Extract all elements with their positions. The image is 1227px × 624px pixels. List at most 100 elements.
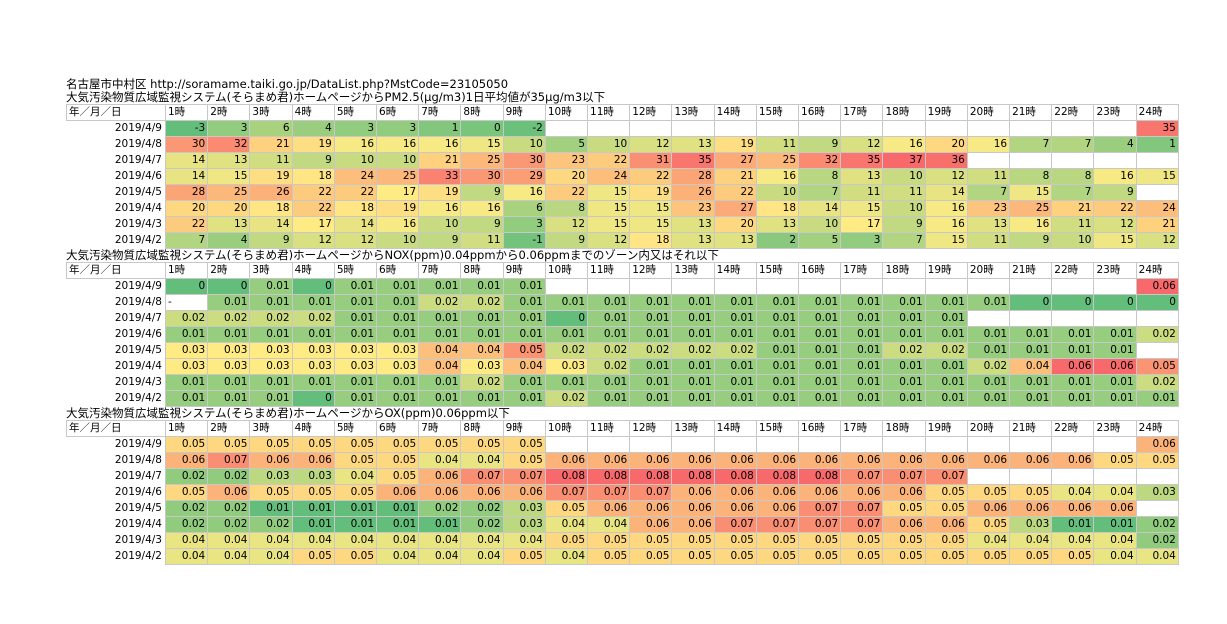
value-cell: 0.01	[1051, 342, 1095, 359]
value-cell	[966, 468, 1011, 485]
value-cell: 0.02	[164, 310, 209, 327]
hour-header: 15時	[755, 104, 800, 121]
value-cell: 0.01	[840, 358, 884, 375]
value-cell: 0.03	[249, 342, 293, 359]
value-cell: 0.02	[460, 516, 504, 533]
value-cell: 0.01	[333, 516, 378, 533]
value-cell: -	[164, 294, 209, 311]
value-cell: 15	[587, 216, 631, 233]
value-cell: 0.01	[1093, 516, 1137, 533]
value-cell: 0.03	[291, 342, 335, 359]
value-cell	[1135, 184, 1179, 201]
hour-header: 16時	[798, 104, 842, 121]
value-cell: 0.01	[418, 390, 462, 407]
value-cell: 0.02	[587, 342, 631, 359]
value-cell: 0.02	[629, 342, 673, 359]
table-row: 2019/4/3 0.04 0.04 0.04 0.04 0.04 0.04 0.04 0.04…	[67, 532, 1179, 549]
value-cell: 0.04	[333, 532, 378, 549]
value-cell	[924, 278, 968, 295]
table-row: 2019/4/4 0.02 0.02 0.02 0.01 0.01 0.01 0.01 0.02…	[67, 516, 1179, 533]
value-cell: 0.04	[460, 452, 504, 469]
value-cell: 0.01	[1009, 326, 1053, 343]
value-cell: 0.02	[164, 500, 209, 517]
value-cell: 15	[460, 136, 504, 153]
value-cell: 11	[882, 184, 926, 201]
value-cell	[755, 436, 800, 453]
value-cell: 0.01	[502, 294, 546, 311]
value-cell: 15	[587, 184, 631, 201]
hour-header: 16時	[798, 420, 842, 437]
value-cell: 0.01	[544, 294, 589, 311]
value-cell: 0.05	[460, 436, 504, 453]
value-cell: 3	[376, 120, 420, 137]
date-cell: 2019/4/7	[114, 470, 162, 482]
value-cell: 0.06	[164, 452, 209, 469]
value-cell	[798, 436, 842, 453]
value-cell: 3	[207, 120, 251, 137]
value-cell: 5	[798, 232, 842, 249]
value-cell: 0.06	[629, 452, 673, 469]
value-cell: 14	[924, 184, 968, 201]
value-cell: 0.02	[1135, 532, 1179, 549]
value-cell: 0.01	[418, 278, 462, 295]
hour-header: 24時	[1135, 104, 1179, 121]
date-cell: 2019/4/3	[114, 534, 162, 546]
table-row: 2019/4/6 0.05 0.06 0.05 0.05 0.05 0.06 0.06 0.06…	[67, 484, 1179, 501]
value-cell: 0.02	[207, 310, 251, 327]
value-cell	[587, 436, 631, 453]
value-cell: 0.04	[544, 548, 589, 565]
value-cell: 0.01	[333, 310, 378, 327]
value-cell: 15	[207, 168, 251, 185]
hour-header: 18時	[882, 420, 926, 437]
value-cell: 0.01	[882, 294, 926, 311]
value-cell	[1009, 468, 1053, 485]
value-cell: 15	[587, 200, 631, 217]
hour-header: 7時	[418, 104, 462, 121]
value-cell: 0.07	[755, 516, 800, 533]
value-cell	[1093, 278, 1137, 295]
value-cell: 0.06	[1135, 278, 1179, 295]
value-cell: 18	[249, 200, 293, 217]
value-cell: 0.02	[249, 310, 293, 327]
value-cell: 0.05	[291, 548, 335, 565]
value-cell: 11	[755, 136, 800, 153]
value-cell: 25	[1009, 200, 1053, 217]
value-cell: 9	[882, 216, 926, 233]
value-cell: 0.01	[1009, 374, 1053, 391]
hour-header: 5時	[333, 262, 378, 279]
value-cell: 15	[840, 200, 884, 217]
date-column-header: 年／月／日	[66, 262, 166, 279]
value-cell	[966, 120, 1011, 137]
value-cell: 0.05	[966, 548, 1011, 565]
value-cell: 21	[1051, 200, 1095, 217]
value-cell: 8	[544, 200, 589, 217]
value-cell: 0.01	[249, 500, 293, 517]
hour-header: 14時	[713, 262, 757, 279]
value-cell: 0.06	[1051, 358, 1095, 375]
value-cell: 0.05	[587, 532, 631, 549]
value-cell: 0.02	[164, 516, 209, 533]
value-cell: 5	[544, 136, 589, 153]
value-cell	[713, 436, 757, 453]
value-cell	[924, 436, 968, 453]
value-cell: 16	[460, 200, 504, 217]
value-cell: 0.04	[418, 358, 462, 375]
value-cell: 23	[966, 200, 1011, 217]
value-cell	[671, 278, 715, 295]
hour-header: 23時	[1093, 262, 1137, 279]
value-cell: 12	[291, 232, 335, 249]
value-cell: 24	[587, 168, 631, 185]
value-cell: 0.04	[376, 532, 420, 549]
value-cell: 0.01	[755, 374, 800, 391]
value-cell: 1	[1135, 136, 1179, 153]
value-cell: 11	[1051, 216, 1095, 233]
value-cell: 0.01	[713, 326, 757, 343]
value-cell	[1009, 120, 1053, 137]
value-cell: 0.06	[798, 452, 842, 469]
hour-header: 20時	[966, 262, 1011, 279]
value-cell: 12	[544, 216, 589, 233]
value-cell	[966, 310, 1011, 327]
value-cell: 20	[207, 200, 251, 217]
value-cell: 0.04	[502, 532, 546, 549]
value-cell: 0.01	[207, 326, 251, 343]
